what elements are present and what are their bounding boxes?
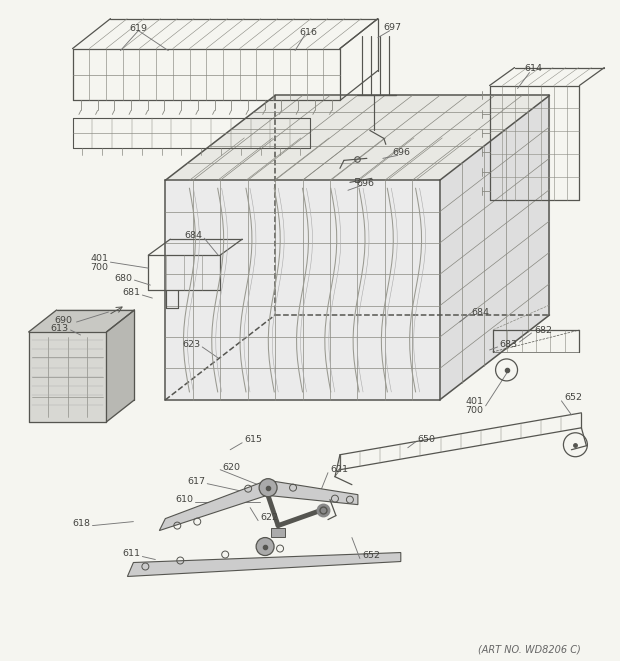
Text: 620: 620: [222, 463, 240, 472]
Polygon shape: [270, 481, 358, 504]
Text: 690: 690: [55, 315, 73, 325]
Text: 619: 619: [130, 24, 148, 33]
Circle shape: [259, 479, 277, 496]
Text: 618: 618: [73, 519, 91, 528]
Bar: [271, 527, 285, 537]
Text: 401: 401: [91, 254, 108, 262]
Text: 682: 682: [534, 325, 552, 334]
Text: 696: 696: [393, 148, 411, 157]
Circle shape: [256, 537, 274, 555]
Text: 700: 700: [91, 262, 108, 272]
Text: 680: 680: [115, 274, 133, 283]
Text: 616: 616: [299, 28, 317, 37]
Polygon shape: [166, 95, 549, 180]
Text: 621: 621: [330, 465, 348, 474]
Text: 652: 652: [362, 551, 380, 560]
Text: 650: 650: [418, 436, 436, 444]
Text: 615: 615: [244, 436, 262, 444]
Text: 696: 696: [356, 179, 374, 188]
Text: 611: 611: [122, 549, 140, 558]
Polygon shape: [29, 332, 107, 422]
Text: 622: 622: [260, 513, 278, 522]
Text: 613: 613: [50, 323, 69, 332]
Text: 614: 614: [525, 64, 542, 73]
Text: 681: 681: [122, 288, 140, 297]
Polygon shape: [127, 553, 401, 576]
Polygon shape: [107, 310, 135, 422]
Polygon shape: [159, 481, 266, 531]
Text: 684: 684: [184, 231, 202, 240]
Polygon shape: [166, 180, 440, 400]
Text: 617: 617: [187, 477, 205, 486]
Text: 401: 401: [466, 397, 484, 407]
Text: 652: 652: [564, 393, 582, 403]
Text: 623: 623: [182, 340, 200, 350]
Text: 700: 700: [466, 407, 484, 415]
Text: 683: 683: [500, 340, 518, 350]
Text: (ART NO. WD8206 C): (ART NO. WD8206 C): [477, 644, 580, 654]
Polygon shape: [440, 95, 549, 400]
Text: 697: 697: [384, 23, 402, 32]
Text: 684: 684: [472, 307, 490, 317]
Text: 610: 610: [175, 495, 193, 504]
Polygon shape: [29, 310, 135, 332]
